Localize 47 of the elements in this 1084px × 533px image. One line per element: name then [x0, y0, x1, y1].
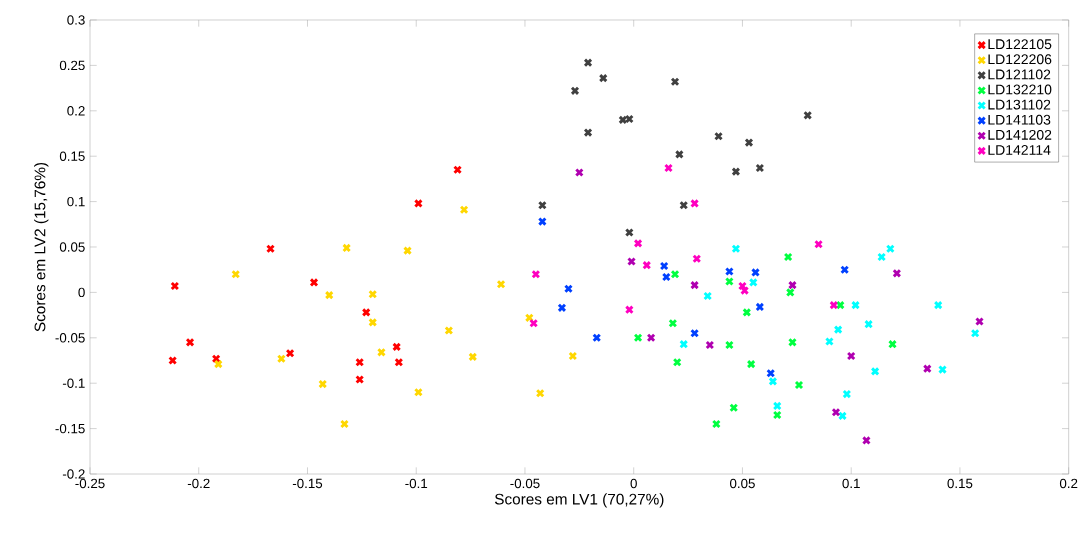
point	[975, 316, 984, 326]
point	[746, 359, 756, 369]
x-tick-label: 0.15	[947, 478, 973, 489]
legend-label: LD122206	[988, 54, 1052, 65]
point	[627, 257, 637, 267]
point	[692, 254, 702, 264]
legend-label: LD132210	[988, 84, 1052, 95]
point	[674, 149, 684, 159]
point	[824, 336, 834, 346]
legend-label: LD141202	[988, 129, 1052, 140]
y-tick-label: 0.1	[67, 196, 85, 207]
y-tick-label: 0.25	[59, 60, 85, 71]
legend-label: LD141103	[988, 114, 1051, 125]
point	[690, 198, 700, 208]
point	[803, 110, 813, 120]
point	[413, 198, 423, 208]
legend-label: LD131102	[988, 99, 1051, 110]
point	[794, 380, 804, 390]
x-tick-label: -0.05	[510, 478, 540, 489]
y-axis-title: Scores em LV2 (15,76%)	[34, 162, 49, 332]
x-tick-label: -0.2	[187, 478, 210, 489]
y-tick-label: 0.05	[59, 242, 85, 252]
y-tick-label: 0.15	[59, 151, 85, 161]
point	[861, 435, 871, 445]
point	[535, 388, 545, 398]
y-tick-label: -0.15	[55, 423, 85, 434]
legend-label: LD142114	[988, 144, 1051, 155]
x-tick-label: -0.25	[75, 478, 105, 489]
legend-label: LD122105	[988, 39, 1052, 50]
x-tick-label: -0.1	[405, 478, 428, 489]
x-axis-title: Scores em LV1 (70,27%)	[494, 493, 664, 508]
x-tick-label: 0.2	[1059, 478, 1078, 489]
x-tick-label: -0.15	[292, 478, 323, 489]
legend-label: LD121102	[988, 69, 1051, 80]
point	[922, 364, 932, 374]
y-tick-label: -0.2	[62, 469, 85, 479]
point	[355, 357, 365, 367]
x-tick-label: 0.1	[842, 478, 860, 489]
x-tick-label: 0	[630, 478, 637, 489]
y-tick-label: -0.1	[62, 378, 85, 388]
x-tick-label: 0.05	[730, 478, 755, 489]
point	[624, 305, 634, 315]
point	[840, 265, 850, 275]
y-tick-label: 0.2	[67, 106, 85, 116]
y-tick-label: 0	[78, 287, 85, 298]
y-tick-label: -0.05	[55, 333, 85, 343]
y-tick-label: 0.3	[67, 15, 85, 25]
